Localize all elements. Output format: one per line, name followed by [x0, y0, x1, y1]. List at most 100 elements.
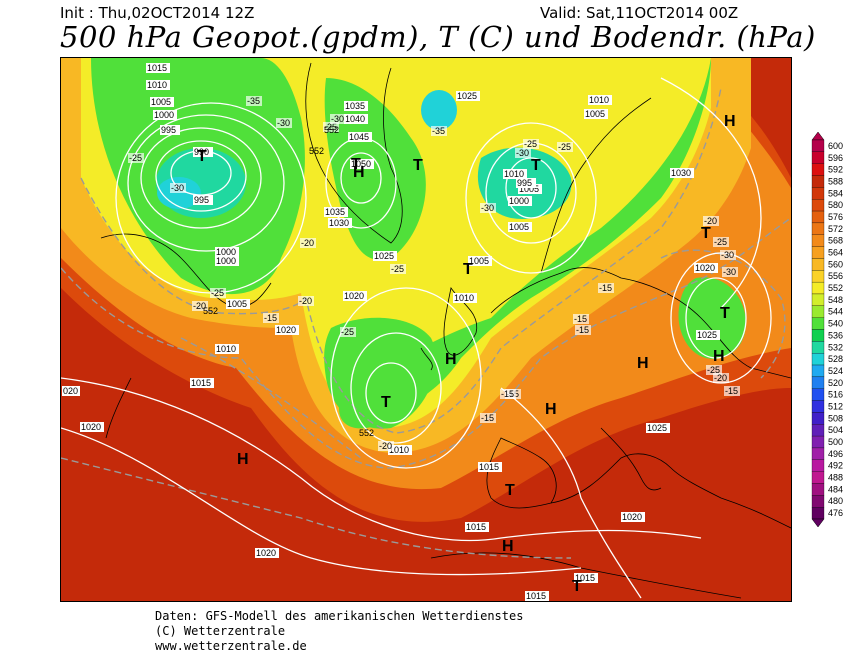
high-center: H [713, 348, 725, 365]
scale-swatch [811, 139, 825, 152]
scale-label: 592 [828, 165, 843, 175]
svg-text:-25: -25 [714, 237, 727, 247]
scale-swatch [811, 435, 825, 449]
coast-british-isles [443, 286, 478, 356]
isobar-label: 1020 [694, 263, 718, 273]
temp-label: -20 [192, 301, 208, 311]
low-center: T [505, 482, 515, 499]
isobar-label: 1005 [226, 299, 250, 309]
isobar-label: 1020 [343, 291, 367, 301]
temp-label: -35 [431, 126, 447, 136]
svg-text:-20: -20 [193, 301, 206, 311]
scale-swatch [811, 234, 825, 247]
isobar-label: 1010 [503, 169, 527, 179]
temperature-labels: -35 -30 -25 -30 -25 -25 -20 -20 -25 -30 … [128, 96, 740, 451]
scale-swatch [811, 317, 825, 330]
scale-swatch [811, 199, 825, 212]
low-center: T [197, 148, 207, 165]
scale-swatch [811, 447, 825, 460]
temp-label: -30 [480, 203, 496, 213]
temp-label: -15 [480, 413, 496, 423]
isobars [61, 77, 772, 599]
svg-text:1010: 1010 [389, 445, 409, 455]
svg-text:1005: 1005 [151, 97, 171, 107]
svg-text:020: 020 [63, 386, 78, 396]
geopot-contour-1 [61, 217, 791, 469]
scale-swatch [811, 341, 825, 354]
isobar-label: 1030 [328, 218, 352, 228]
svg-text:1030: 1030 [671, 168, 691, 178]
scale-label: 528 [828, 354, 843, 364]
svg-text:-20: -20 [299, 296, 312, 306]
svg-text:1015: 1015 [191, 378, 211, 388]
svg-text:1010: 1010 [216, 344, 236, 354]
temp-label: -25 [323, 122, 339, 132]
geopotential-contours [61, 87, 791, 559]
geopot-label: 552 [203, 306, 218, 316]
svg-text:-25: -25 [129, 153, 142, 163]
isobar-label: 1015 [465, 522, 489, 532]
scale-label: 520 [828, 378, 843, 388]
isobar-label: 1040 [344, 114, 368, 124]
coast-italy [600, 427, 662, 491]
svg-text:-30: -30 [171, 183, 184, 193]
geopot-label: 552 [324, 125, 339, 135]
isobar-label: 1005 [150, 97, 174, 107]
scale-swatch [811, 175, 825, 188]
footer-url: www.wetterzentrale.de [155, 639, 307, 653]
scale-label: 588 [828, 176, 843, 186]
scale-swatch [811, 305, 825, 318]
svg-text:-30: -30 [723, 267, 736, 277]
scale-label: 556 [828, 271, 843, 281]
temp-label: -25 [340, 327, 356, 337]
scale-swatch [811, 483, 825, 496]
scale-label: 548 [828, 295, 843, 305]
scale-swatch [811, 459, 825, 472]
valid-time: Valid: Sat,11OCT2014 00Z [540, 4, 739, 22]
svg-text:1030: 1030 [329, 218, 349, 228]
isobar-label: 1010 [215, 344, 239, 354]
isobar-label: 1000 [508, 196, 532, 206]
scale-label: 484 [828, 484, 843, 494]
scale-label: 572 [828, 224, 843, 234]
svg-text:-15: -15 [481, 413, 494, 423]
svg-text:-25: -25 [391, 264, 404, 274]
scale-swatch [811, 281, 825, 295]
weather-map: 1015 1010 1005 1000 995 990 995 1000 100… [60, 57, 792, 602]
svg-text:-30: -30 [721, 250, 734, 260]
color-scale-bars [811, 132, 825, 527]
svg-text:-20: -20 [704, 216, 717, 226]
coast-canada [100, 233, 272, 308]
svg-text:1010: 1010 [504, 169, 524, 179]
svg-text:1020: 1020 [81, 422, 101, 432]
svg-text:-30: -30 [277, 118, 290, 128]
isobar-label: 1000 [215, 256, 239, 266]
isobar-1025-south [61, 427, 582, 576]
temp-label: -25 [128, 153, 144, 163]
svg-text:-15: -15 [725, 386, 738, 396]
isobar-label: 1015 [525, 591, 549, 601]
temp-label: -15 [598, 283, 614, 293]
svg-text:1020: 1020 [344, 291, 364, 301]
scale-swatch [811, 163, 825, 176]
low-center: T [701, 225, 711, 242]
scale-label: 524 [828, 366, 843, 376]
svg-text:1020: 1020 [695, 263, 715, 273]
isobar-label: 1005 [468, 256, 492, 266]
scale-label: 564 [828, 248, 843, 258]
scale-swatch [811, 495, 825, 508]
isobar-europe [500, 387, 642, 599]
svg-text:-25: -25 [524, 139, 537, 149]
scale-label: 600 [828, 141, 843, 151]
scale-label: 492 [828, 461, 843, 471]
temp-label: -30 [170, 183, 186, 193]
isobar-label: 1010 [453, 293, 477, 303]
isobar-label: 1020 [255, 548, 279, 558]
isobar-label: 1010 [146, 80, 170, 90]
isobar-label: 1045 [348, 132, 372, 142]
svg-text:1035: 1035 [325, 207, 345, 217]
isobar-label: 020 [62, 386, 80, 396]
scale-label: 576 [828, 212, 843, 222]
scale-swatch [811, 400, 825, 413]
svg-text:995: 995 [517, 178, 532, 188]
